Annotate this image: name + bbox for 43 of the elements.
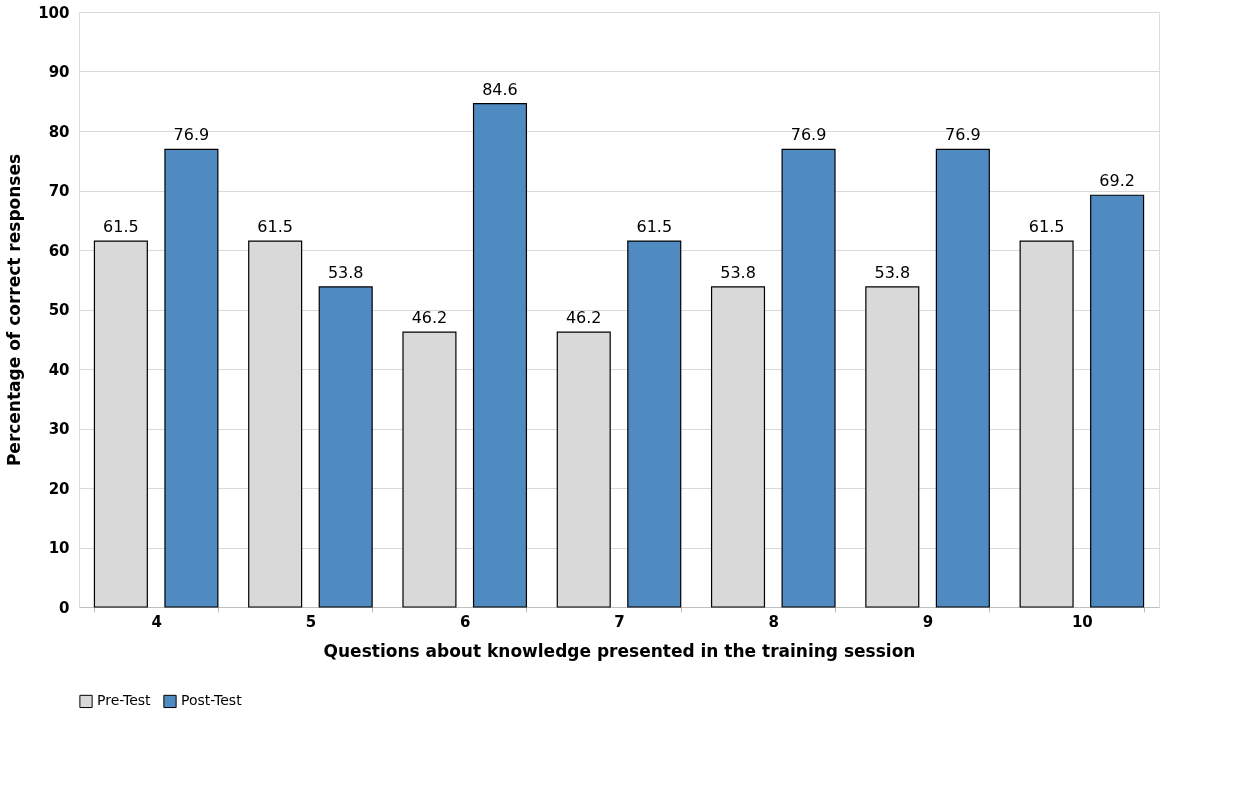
y-tick-label: 60 xyxy=(48,241,70,260)
y-tick-label: 80 xyxy=(48,122,70,141)
data-label: 76.9 xyxy=(790,125,827,145)
data-label: 61.5 xyxy=(257,217,293,237)
y-tick-label: 10 xyxy=(48,539,70,557)
data-label: 61.5 xyxy=(1028,217,1065,237)
data-label: 53.8 xyxy=(720,262,756,282)
y-tick-label: 50 xyxy=(48,301,70,319)
x-tick-label: 10 xyxy=(1071,612,1093,631)
y-tick-label: 90 xyxy=(48,63,70,81)
bar xyxy=(472,103,528,608)
bar xyxy=(318,286,373,608)
bar xyxy=(627,240,682,608)
data-label: 69.2 xyxy=(1099,171,1135,191)
bar xyxy=(935,148,990,608)
data-label: 61.5 xyxy=(636,217,673,237)
data-label: 53.8 xyxy=(874,262,911,282)
y-axis-title: Percentage of correct responses xyxy=(4,153,25,467)
x-tick-label: 5 xyxy=(305,612,317,631)
x-tick-label: 7 xyxy=(614,612,625,631)
x-tick-label: 6 xyxy=(460,612,471,631)
data-label: 46.2 xyxy=(411,308,448,328)
bar xyxy=(1090,194,1145,608)
x-axis-title: Questions about knowledge presented in the training session xyxy=(323,640,916,661)
data-label: 84.6 xyxy=(482,79,518,99)
data-label: 46.2 xyxy=(565,308,602,328)
data-label: 76.9 xyxy=(945,125,981,145)
y-tick-label: 40 xyxy=(48,360,70,379)
y-tick-label: 30 xyxy=(48,420,70,438)
y-tick-label: 70 xyxy=(48,182,70,200)
y-tick-label: 100 xyxy=(38,3,70,22)
data-label: 61.5 xyxy=(103,217,139,237)
data-label: 76.9 xyxy=(173,125,210,145)
bar xyxy=(164,148,219,608)
legend-label: Pre-Test xyxy=(97,692,152,709)
x-tick-label: 9 xyxy=(922,612,934,631)
data-label: 53.8 xyxy=(327,262,364,282)
x-tick-label: 8 xyxy=(768,612,779,631)
x-tick-label: 4 xyxy=(151,612,162,631)
bar xyxy=(781,148,836,608)
y-tick-label: 20 xyxy=(48,479,70,498)
legend-label: Post-Test xyxy=(181,692,243,709)
y-tick-label: 0 xyxy=(59,598,70,617)
